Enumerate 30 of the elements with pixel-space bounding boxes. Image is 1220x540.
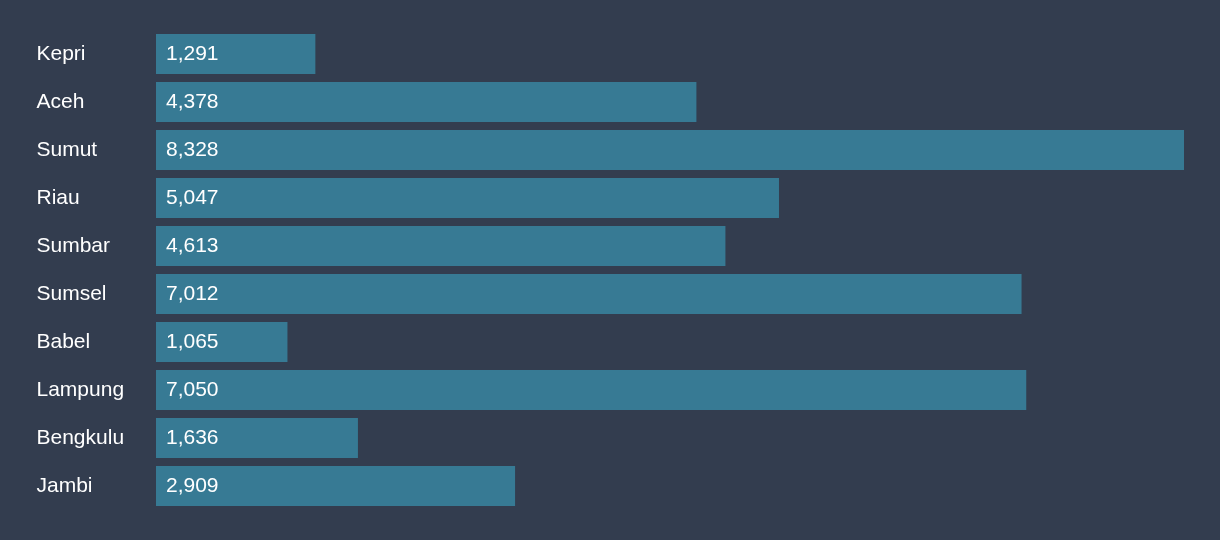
- data-label: 4,378: [166, 89, 219, 112]
- bar: [156, 130, 1184, 170]
- data-label: 7,050: [166, 377, 219, 400]
- y-tick-label: Bengkulu: [36, 425, 125, 448]
- y-tick-label: Riau: [36, 185, 80, 208]
- bar: [156, 82, 697, 122]
- y-tick-label: Sumsel: [36, 281, 107, 304]
- bar: [156, 34, 316, 74]
- data-label: 1,636: [166, 425, 219, 448]
- data-label: 1,065: [166, 329, 219, 352]
- data-label: 7,012: [166, 281, 219, 304]
- y-tick-label: Kepri: [36, 41, 86, 64]
- bar: [156, 370, 1027, 410]
- bar: [156, 418, 358, 458]
- y-tick-label: Lampung: [36, 377, 125, 400]
- y-tick-label: Babel: [36, 329, 91, 352]
- y-tick-label: Jambi: [36, 473, 93, 496]
- bar: [156, 274, 1022, 314]
- y-tick-label: Sumut: [36, 137, 98, 160]
- bar: [156, 178, 779, 218]
- data-label: 5,047: [166, 185, 219, 208]
- y-tick-label: Aceh: [36, 89, 85, 112]
- data-label: 8,328: [166, 137, 219, 160]
- data-label: 4,613: [166, 233, 219, 256]
- bar: [156, 466, 516, 506]
- data-label: 2,909: [166, 473, 219, 496]
- y-tick-label: Sumbar: [36, 233, 111, 256]
- bar: [156, 322, 288, 362]
- data-label: 1,291: [166, 41, 219, 64]
- bar: [156, 226, 726, 266]
